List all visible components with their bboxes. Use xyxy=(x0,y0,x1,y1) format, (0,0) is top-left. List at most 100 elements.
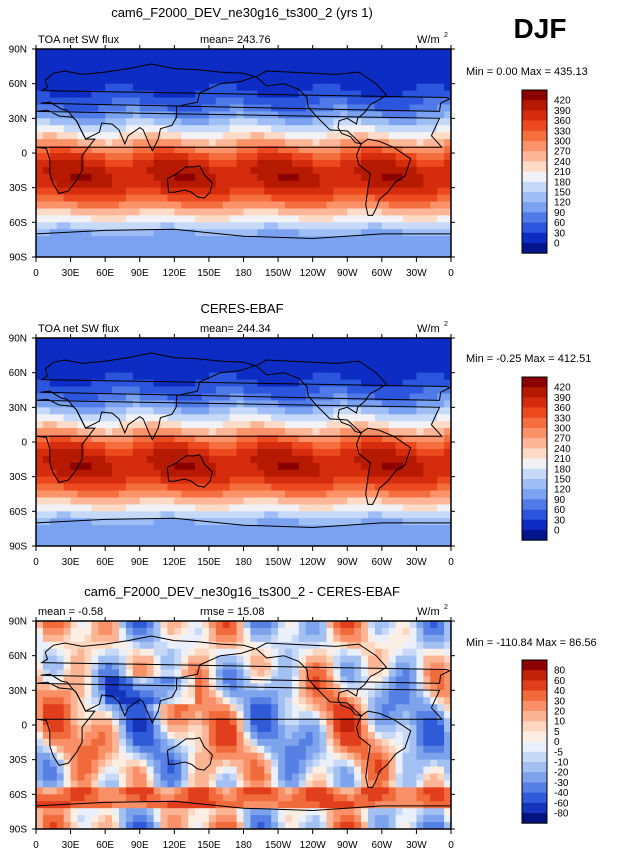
map-cell xyxy=(105,153,113,161)
map-cell xyxy=(361,725,369,733)
x-tick-label: 150E xyxy=(197,557,221,568)
map-cell xyxy=(306,132,314,140)
map-cell xyxy=(389,243,397,251)
map-cell xyxy=(340,338,348,346)
map-cell xyxy=(209,670,217,678)
map-cell xyxy=(105,746,113,754)
map-cell xyxy=(105,753,113,761)
map-cell xyxy=(112,711,120,719)
map-cell xyxy=(119,477,127,485)
map-cell xyxy=(126,746,134,754)
map-cell xyxy=(230,656,238,664)
map-cell xyxy=(43,470,51,478)
map-cell xyxy=(209,663,217,671)
map-cell xyxy=(340,167,348,175)
map-cell xyxy=(209,739,217,747)
map-cell xyxy=(285,202,293,210)
map-cell xyxy=(423,635,431,643)
map-cell xyxy=(264,621,272,629)
map-cell xyxy=(396,428,404,436)
map-cell xyxy=(437,621,445,629)
map-cell xyxy=(396,739,404,747)
map-cell xyxy=(188,174,196,182)
map-cell xyxy=(423,338,431,346)
map-cell xyxy=(423,132,431,140)
map-cell xyxy=(126,690,134,698)
map-cell xyxy=(430,215,438,223)
map-cell xyxy=(237,746,245,754)
map-cell xyxy=(292,338,300,346)
map-cell xyxy=(437,188,445,196)
map-cell xyxy=(133,195,141,203)
map-cell xyxy=(271,98,279,106)
map-cell xyxy=(361,525,369,533)
map-cell xyxy=(354,477,362,485)
map-cell xyxy=(257,732,265,740)
map-cell xyxy=(313,504,321,512)
map-cell xyxy=(368,725,376,733)
map-cell xyxy=(382,697,390,705)
map-cell xyxy=(43,139,51,147)
map-cell xyxy=(230,202,238,210)
map-cell xyxy=(340,393,348,401)
map-cell xyxy=(154,746,162,754)
map-cell xyxy=(161,511,169,519)
map-cell xyxy=(57,442,65,450)
map-cell xyxy=(167,491,175,499)
y-tick-label: 90N xyxy=(9,334,27,345)
map-cell xyxy=(216,463,224,471)
map-cell xyxy=(140,670,148,678)
min-max-label: Min = -0.25 Max = 412.51 xyxy=(466,353,591,365)
map-cell xyxy=(354,352,362,360)
map-cell xyxy=(299,525,307,533)
map-cell xyxy=(278,491,286,499)
map-cell xyxy=(237,732,245,740)
map-cell xyxy=(347,387,355,395)
map-cell xyxy=(167,236,175,244)
map-cell xyxy=(237,195,245,203)
map-cell xyxy=(327,400,335,408)
map-cell xyxy=(382,739,390,747)
map-cell xyxy=(188,49,196,57)
map-cell xyxy=(285,153,293,161)
map-cell xyxy=(306,421,314,429)
map-cell xyxy=(382,421,390,429)
map-cell xyxy=(368,236,376,244)
map-cell xyxy=(202,649,210,657)
map-cell xyxy=(43,91,51,99)
map-cell xyxy=(306,49,314,57)
map-cell xyxy=(354,174,362,182)
map-cell xyxy=(209,621,217,629)
map-cell xyxy=(216,215,224,223)
map-cell xyxy=(264,345,272,353)
map-cell xyxy=(396,532,404,540)
map-cell xyxy=(126,70,134,78)
map-cell xyxy=(50,215,58,223)
map-cell xyxy=(126,181,134,189)
map-cell xyxy=(216,359,224,367)
map-cell xyxy=(126,732,134,740)
map-cell xyxy=(216,456,224,464)
map-cell xyxy=(333,670,341,678)
map-cell xyxy=(188,345,196,353)
map-cell xyxy=(313,711,321,719)
x-tick-label: 90E xyxy=(131,557,149,568)
map-cell xyxy=(140,732,148,740)
map-cell xyxy=(375,511,383,519)
map-cell xyxy=(174,504,182,512)
map-cell xyxy=(396,649,404,657)
map-cell xyxy=(209,697,217,705)
map-cell xyxy=(320,393,328,401)
map-cell xyxy=(278,442,286,450)
map-cell xyxy=(209,711,217,719)
map-cell xyxy=(410,132,418,140)
map-cell xyxy=(174,236,182,244)
map-cell xyxy=(368,484,376,492)
map-cell xyxy=(161,683,169,691)
map-cell xyxy=(209,690,217,698)
map-cell xyxy=(112,84,120,92)
map-cell xyxy=(354,56,362,64)
map-cell xyxy=(78,56,86,64)
map-cell xyxy=(423,49,431,57)
map-cell xyxy=(333,174,341,182)
